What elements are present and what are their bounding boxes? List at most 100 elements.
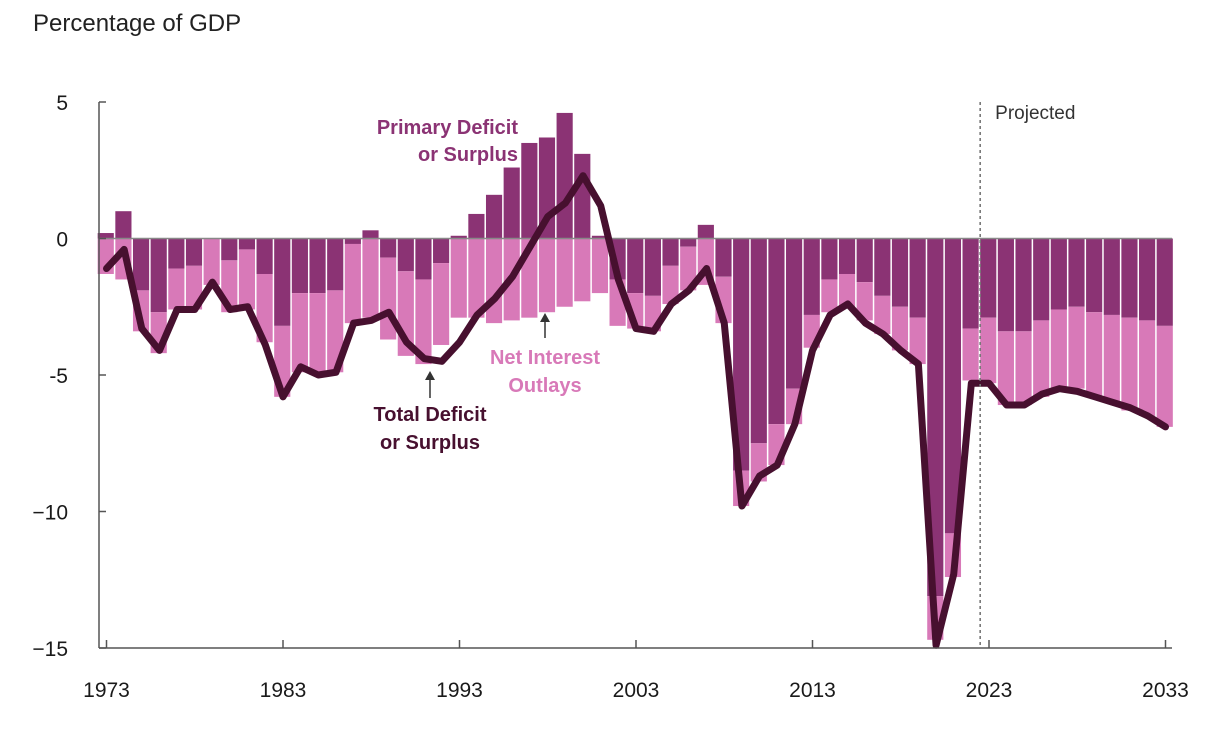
net-interest-bar-1993 [450, 238, 467, 318]
primary-bar-2014 [821, 238, 838, 280]
primary-bar-2020 [927, 238, 944, 597]
primary-bar-2018 [891, 238, 909, 307]
primary-bar-1981 [238, 238, 256, 250]
primary-bar-1987 [344, 238, 361, 244]
primary-bar-2015 [838, 238, 856, 274]
primary-bar-2021 [944, 238, 962, 534]
net-interest-bar-1987 [344, 243, 361, 324]
primary-bar-1996 [503, 167, 520, 239]
net-interest-bar-2025 [1015, 331, 1032, 406]
net-interest-bar-2005 [662, 265, 679, 305]
primary-bar-1993 [450, 235, 467, 239]
primary-bar-2004 [644, 238, 661, 296]
primary-bar-2030 [1103, 238, 1120, 315]
primary-bar-2010 [750, 238, 767, 444]
net-interest-bar-2022 [962, 328, 979, 381]
net-interest-bar-2028 [1068, 306, 1085, 389]
primary-bar-1991 [415, 238, 432, 280]
primary-bar-1994 [468, 213, 485, 239]
net-interest-bar-1991 [415, 279, 432, 365]
net-interest-bar-1994 [468, 238, 485, 318]
primary-bar-2028 [1068, 238, 1085, 307]
primary-bar-1983 [274, 238, 291, 326]
primary-bar-1995 [485, 194, 503, 239]
primary-bar-2013 [803, 238, 820, 315]
primary-bar-1988 [362, 230, 379, 239]
net-interest-bar-2032 [1139, 320, 1156, 416]
x-tick-label: 2013 [789, 679, 836, 702]
total-annotation-line1: Total Deficit [374, 404, 487, 426]
net-interest-bar-2001 [591, 238, 609, 294]
line-layer [103, 172, 1169, 649]
net-interest-arrowhead [540, 313, 550, 322]
primary-bar-2033 [1156, 238, 1173, 326]
total-deficit-line [103, 172, 1169, 649]
chart-title: Percentage of GDP [33, 10, 242, 37]
primary-bar-2012 [786, 238, 803, 389]
primary-bar-1997 [521, 142, 538, 239]
net-interest-bar-1984 [291, 293, 308, 373]
primary-bar-1992 [433, 238, 450, 264]
net-interest-bar-2031 [1121, 317, 1138, 411]
y-tick-label: −10 [32, 502, 68, 525]
primary-bar-1986 [327, 238, 344, 291]
y-tick-label: -5 [49, 365, 68, 388]
net-interest-bar-2014 [821, 279, 838, 313]
primary-bar-2027 [1050, 238, 1067, 310]
primary-bar-2003 [627, 238, 644, 294]
net-interest-bar-1992 [433, 263, 450, 345]
primary-bar-1989 [380, 238, 397, 258]
total-annotation-line2: or Surplus [380, 432, 480, 454]
y-tick-label: −15 [32, 638, 68, 661]
net-interest-bar-1982 [256, 273, 273, 343]
primary-bar-2019 [909, 238, 926, 318]
net-interest-bar-2033 [1156, 325, 1173, 427]
x-tick-label: 2033 [1142, 679, 1189, 702]
axes-layer: 5 0 -5 −10 −15 1973 1983 1993 2003 2013 2023 2033 [32, 92, 1188, 702]
net-interest-bar-2006 [680, 246, 697, 291]
y-tick-label: 0 [56, 229, 68, 252]
net-interest-bar-2016 [856, 282, 873, 321]
primary-bar-2029 [1086, 238, 1103, 313]
net-interest-bar-1985 [309, 293, 326, 375]
primary-bar-2006 [680, 238, 697, 247]
x-tick-label: 2023 [966, 679, 1013, 702]
net-interest-bar-2019 [909, 317, 926, 365]
net-interest-bar-1995 [485, 238, 503, 324]
net-interest-bar-1999 [556, 238, 573, 307]
primary-bar-2016 [856, 238, 873, 283]
net-interest-bar-2017 [874, 295, 891, 335]
primary-bar-2000 [574, 153, 591, 239]
projected-label: Projected [995, 103, 1075, 124]
primary-annotation-line1: Primary Deficit [377, 117, 519, 139]
net-interest-bar-2027 [1050, 309, 1067, 389]
primary-bar-1977 [168, 238, 185, 269]
primary-bar-1999 [556, 112, 573, 239]
x-tick-label: 1973 [83, 679, 130, 702]
bars-layer [97, 112, 1173, 640]
primary-bar-2032 [1139, 238, 1156, 321]
primary-bar-2026 [1033, 238, 1050, 321]
x-tick-label: 1993 [436, 679, 483, 702]
primary-bar-2007 [697, 224, 714, 239]
primary-bar-2017 [874, 238, 891, 296]
net-interest-bar-2018 [891, 306, 909, 351]
primary-bar-2009 [733, 238, 750, 471]
total-arrowhead [425, 371, 435, 380]
x-tick-label: 1983 [260, 679, 307, 702]
primary-bar-2031 [1121, 238, 1138, 318]
primary-bar-2005 [662, 238, 679, 266]
primary-bar-1980 [221, 238, 238, 261]
net-interest-bar-2023 [980, 317, 997, 384]
primary-bar-1978 [185, 238, 203, 266]
primary-bar-1982 [256, 238, 273, 274]
primary-bar-2011 [768, 238, 785, 425]
primary-bar-1976 [150, 238, 167, 313]
primary-bar-1975 [132, 238, 150, 291]
x-tick-label: 2003 [613, 679, 660, 702]
net-interest-bar-2030 [1103, 314, 1120, 403]
net-interest-annotation-line2: Outlays [508, 375, 581, 397]
net-interest-bar-2000 [574, 238, 591, 302]
primary-bar-2022 [962, 238, 979, 329]
